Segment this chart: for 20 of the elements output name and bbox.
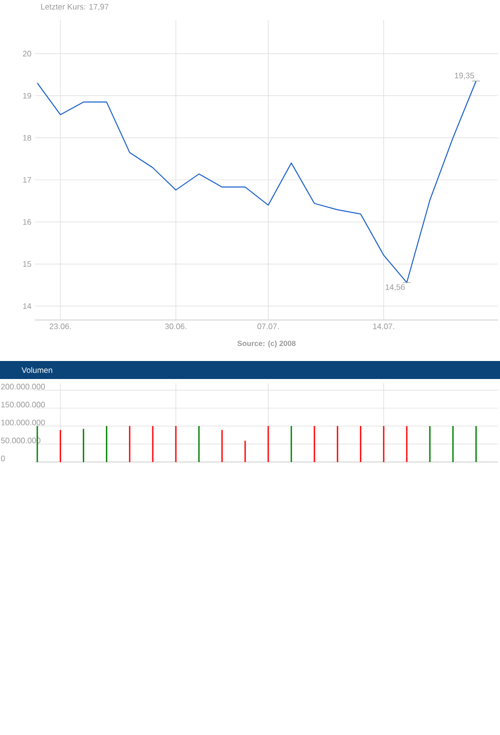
x-tick-label: 07.07. — [257, 324, 279, 330]
y-tick-label: 200.000.000 — [1, 384, 45, 390]
x-tick-label: 23.06. — [50, 324, 71, 330]
chart-title: Volumen — [22, 367, 52, 373]
line-series — [36, 80, 477, 284]
y-tick-label: 0 — [1, 456, 5, 462]
y-tick-label: 18 — [23, 134, 32, 141]
y-tick-label: 15 — [23, 261, 32, 267]
y-tick-label: 14 — [23, 303, 32, 309]
y-tick-label: 16 — [23, 219, 32, 225]
x-tick-label: 14.07. — [373, 324, 394, 330]
y-tick-label: 100.000.000 — [1, 420, 45, 426]
y-tick-label: 150.000.000 — [1, 402, 45, 408]
x-tick-label: 30.06. — [165, 324, 186, 330]
y-tick-label: 19 — [23, 92, 32, 99]
y-tick-label: 20 — [22, 50, 32, 56]
chart-title: Letzter Kurs: 17,97 — [41, 4, 108, 10]
y-tick-label: 17 — [23, 177, 32, 183]
annotation: 14,56 — [386, 284, 405, 291]
annotation: 19,35 — [454, 72, 474, 80]
